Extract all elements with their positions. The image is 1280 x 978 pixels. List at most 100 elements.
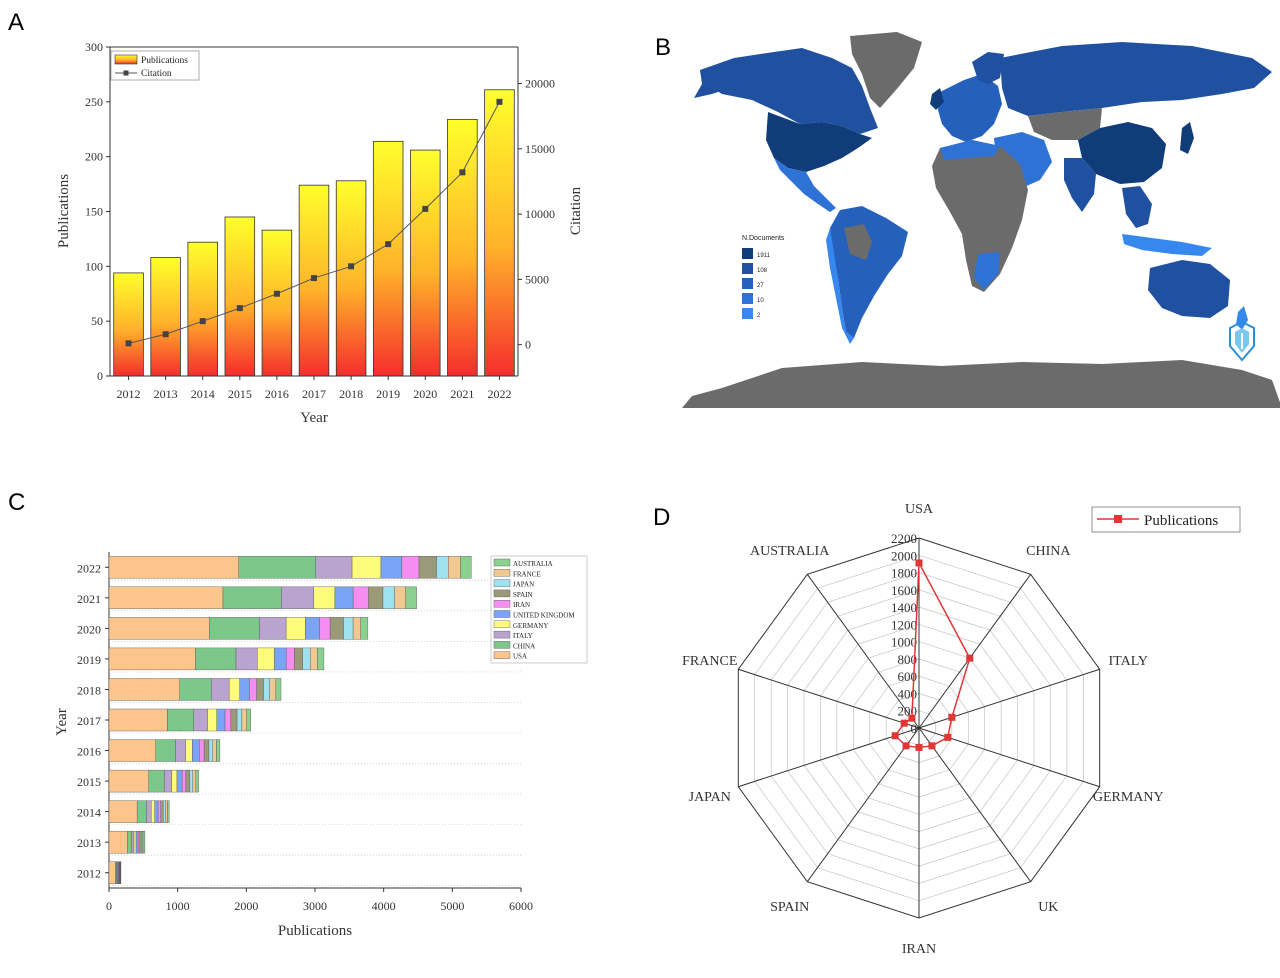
panel-c-bar-2020-germany xyxy=(286,617,305,639)
panel-c-ytick-label-2019: 2019 xyxy=(77,653,101,667)
panel-c-bar-2020-iran xyxy=(319,617,330,639)
panel-a-citation-point-2020 xyxy=(422,206,428,212)
panel-c-bar-2015-italy xyxy=(164,770,172,792)
panel-c-bar-2016-united-kingdom xyxy=(192,740,199,762)
panel-c-bar-2013-spain xyxy=(140,831,142,853)
panel-c-bar-2015-spain xyxy=(186,770,190,792)
panel-c-legend-swatch-italy xyxy=(494,631,510,638)
panel-c-bar-2018-italy xyxy=(211,678,229,700)
panel-c-bar-2020-france xyxy=(353,617,361,639)
panel-c-xlabel: Publications xyxy=(278,923,352,939)
panel-c-bar-2019-france xyxy=(310,648,317,670)
panel-d-point-japan xyxy=(892,732,899,739)
panel-c-legend-swatch-united-kingdom xyxy=(494,611,510,618)
panel-d-rtick-1600: 1600 xyxy=(891,583,917,598)
panel-d-point-france xyxy=(901,720,908,727)
panel-a-legend-citation: Citation xyxy=(141,69,172,79)
panel-c-bar-2019-germany xyxy=(257,648,274,670)
panel-a-citation-point-2016 xyxy=(274,291,280,297)
panel-letter-c: C xyxy=(8,489,25,516)
panel-c-bar-2022-japan xyxy=(437,556,449,578)
panel-c-legend-label-iran: IRAN xyxy=(513,601,530,609)
panel-c-bar-2022-united-kingdom xyxy=(381,556,402,578)
panel-c-legend-label-usa: USA xyxy=(513,653,527,661)
panel-c-legend-swatch-france xyxy=(494,569,510,576)
panel-c-bar-2013-iran xyxy=(138,831,140,853)
panel-d-category-italy: ITALY xyxy=(1108,654,1147,669)
panel-a-bar-2020 xyxy=(410,150,440,376)
panel-c-bar-2016-australia xyxy=(216,740,219,762)
panel-c-bar-2021-china xyxy=(223,587,281,609)
panel-c-ytick-label-2013: 2013 xyxy=(77,836,101,850)
panel-a-y2tick-label-20000: 20000 xyxy=(525,77,555,91)
panel-c-legend-label-france: FRANCE xyxy=(513,570,541,578)
panel-d-point-germany xyxy=(944,734,951,741)
panel-c-legend-label-spain: SPAIN xyxy=(513,591,533,599)
panel-c-xtick-label-6000: 6000 xyxy=(509,899,533,913)
panel-c-bar-2015-japan xyxy=(190,770,193,792)
panel-d-category-usa: USA xyxy=(905,502,934,517)
panel-c-bar-2017-germany xyxy=(208,709,217,731)
panel-c-bar-2013-italy xyxy=(131,831,134,853)
map-legend-value-2: 108 xyxy=(757,268,768,274)
panel-c-bar-2013-united-kingdom xyxy=(136,831,138,853)
panel-c-bar-2022-france xyxy=(448,556,460,578)
panel-a-bar-2018 xyxy=(336,181,366,376)
panel-c-bar-2015-usa xyxy=(109,770,149,792)
panel-c-bar-2016-france xyxy=(213,740,217,762)
panel-letter-b: B xyxy=(655,34,671,61)
panel-c-bar-2022-spain xyxy=(419,556,437,578)
panel-c-bar-2015-china xyxy=(149,770,164,792)
panel-d-category-spain: SPAIN xyxy=(770,900,809,915)
panel-c-xtick-label-1000: 1000 xyxy=(166,899,190,913)
panel-d-radar-chart: Publications USACHINAITALYGERMANYUKIRANS… xyxy=(682,502,1240,957)
panel-c-bar-2016-germany xyxy=(186,740,193,762)
panel-a-y2tick-label-15000: 15000 xyxy=(525,142,555,156)
panel-d-legend-marker xyxy=(1114,515,1122,523)
panel-a-ylabel: Publications xyxy=(56,174,72,248)
panel-c-xtick-label-3000: 3000 xyxy=(303,899,327,913)
map-legend-value-4: 10 xyxy=(757,298,764,304)
panel-a-citation-point-2021 xyxy=(459,169,465,175)
panel-c-bar-2018-australia xyxy=(276,678,281,700)
panel-c-bar-2017-france xyxy=(242,709,247,731)
panel-a-xtick-label-2013: 2013 xyxy=(154,387,178,401)
panel-c-bar-2017-iran xyxy=(225,709,231,731)
panel-c-bar-2018-spain xyxy=(257,678,264,700)
panel-d-category-germany: GERMANY xyxy=(1093,790,1164,805)
panel-c-bar-2017-united-kingdom xyxy=(217,709,225,731)
panel-a-xtick-label-2021: 2021 xyxy=(450,387,474,401)
panel-c-bar-2013-usa xyxy=(109,831,127,853)
panel-c-bar-2019-japan xyxy=(303,648,311,670)
panel-c-legend-swatch-iran xyxy=(494,600,510,607)
panel-d-point-usa xyxy=(916,559,923,566)
panel-d-spoke-spain xyxy=(807,728,919,882)
panel-a-xtick-label-2018: 2018 xyxy=(339,387,363,401)
panel-c-bar-2022-germany xyxy=(352,556,381,578)
panel-a-y2label: Citation xyxy=(568,186,584,235)
panel-c-bar-2013-australia xyxy=(144,831,145,853)
panel-d-category-uk: UK xyxy=(1038,900,1058,915)
panel-d-rtick-1000: 1000 xyxy=(891,635,917,650)
panel-c-xtick-label-2000: 2000 xyxy=(234,899,258,913)
panel-c-ytick-label-2017: 2017 xyxy=(77,714,101,728)
panel-a-bar-2016 xyxy=(262,230,292,376)
panel-a-legend-bar-swatch xyxy=(115,55,137,64)
panel-a-citation-point-2012 xyxy=(126,340,132,346)
panel-c-bar-2016-japan xyxy=(209,740,213,762)
panel-a-ytick-label-50: 50 xyxy=(91,314,103,328)
panel-d-category-australia: AUSTRALIA xyxy=(750,544,830,559)
panel-a-citation-point-2013 xyxy=(163,331,169,337)
panel-a-citation-point-2018 xyxy=(348,263,354,269)
panel-d-rtick-0: 0 xyxy=(911,721,918,736)
panel-a-legend: Publications Citation xyxy=(111,51,199,80)
panel-c-bar-2020-italy xyxy=(259,617,286,639)
panel-c-bar-2017-italy xyxy=(194,709,208,731)
panel-d-point-spain xyxy=(903,742,910,749)
panel-c-bar-2017-usa xyxy=(109,709,167,731)
panel-c-bar-2018-germany xyxy=(229,678,240,700)
panel-a-y2tick-label-10000: 10000 xyxy=(525,207,555,221)
panel-c-legend-swatch-australia xyxy=(494,559,510,566)
panel-c-bar-2021-spain xyxy=(369,587,383,609)
